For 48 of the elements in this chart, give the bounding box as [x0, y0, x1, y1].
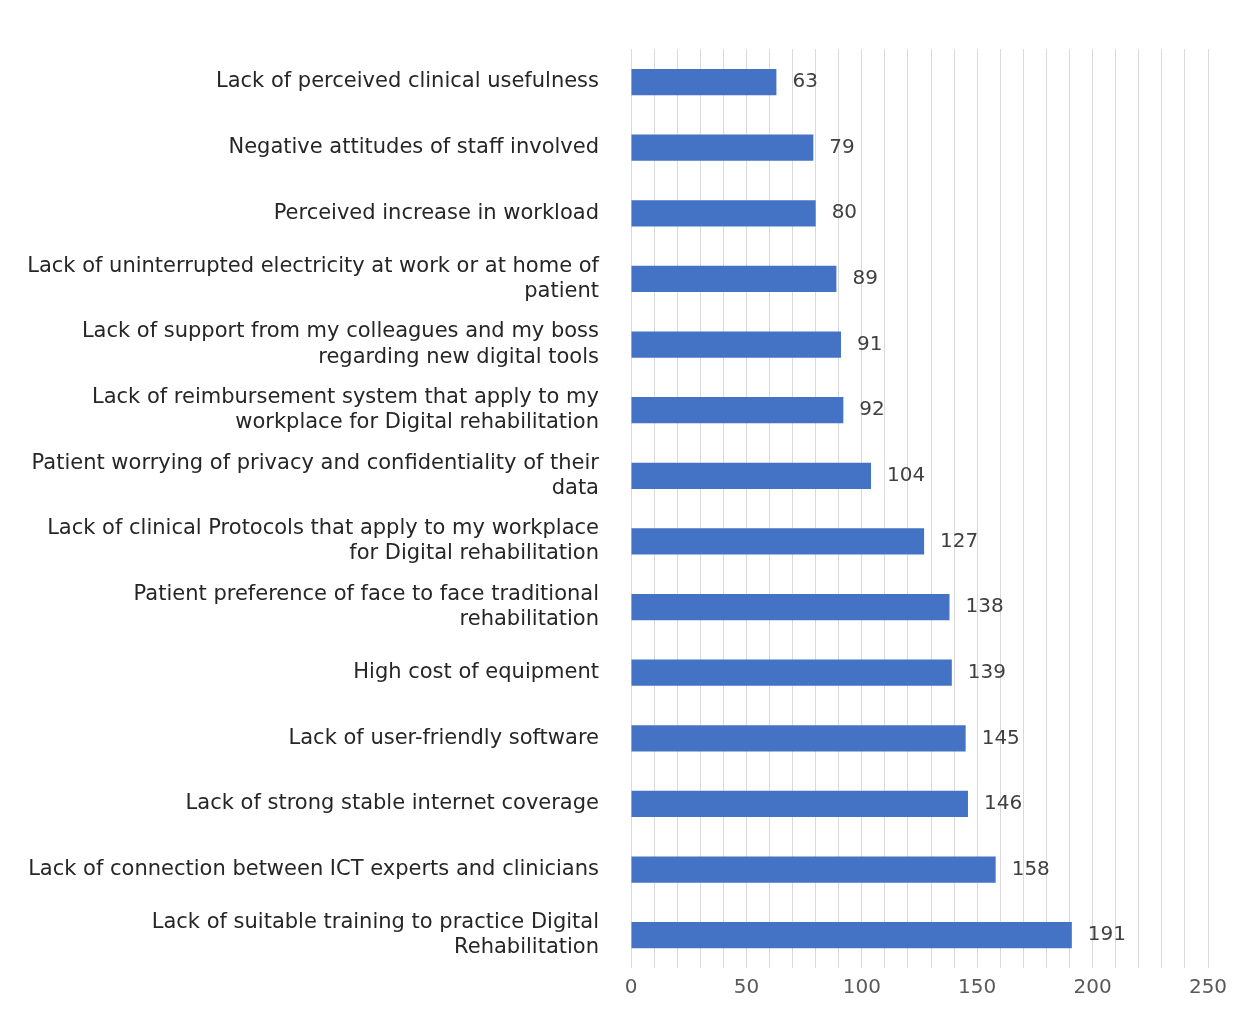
y-tick-label: Lack of suitable training to practice Digital Rehabilitation	[151, 909, 599, 959]
bar	[631, 200, 816, 227]
x-tick-label: 250	[1188, 974, 1228, 999]
bar	[631, 68, 777, 96]
x-tick-label: 100	[842, 974, 881, 999]
data-label: 145	[981, 724, 1020, 749]
data-label: 89	[852, 265, 878, 290]
y-tick-label: Lack of connection between ICT experts and clinicians	[28, 856, 599, 881]
bar	[631, 397, 844, 424]
y-tick-label: Patient preference of face to face traditional rehabilitation	[133, 580, 599, 631]
data-label: 80	[831, 199, 858, 224]
bar	[631, 134, 814, 161]
bar	[631, 659, 952, 686]
bar	[631, 856, 996, 883]
y-tick-label: Patient worrying of privacy and confidentiality of their data	[31, 449, 600, 499]
y-tick-label: Lack of strong stable internet coverage	[185, 790, 599, 815]
x-tick-label: 50	[733, 974, 760, 999]
y-tick-label: Lack of reimbursement system that apply to my workplace for Digital rehabilitation	[91, 384, 599, 434]
y-tick-label: Lack of support from my colleagues and my boss regarding new digital tools	[81, 318, 599, 368]
data-label: 104	[887, 461, 926, 486]
bar	[631, 922, 1072, 949]
data-label: 139	[967, 658, 1006, 683]
y-tick-label: Lack of perceived clinical usefulness	[215, 68, 599, 93]
bar	[631, 790, 968, 818]
x-tick-label: 200	[1073, 974, 1112, 999]
data-label: 63	[792, 68, 818, 93]
data-label: 92	[859, 396, 885, 421]
y-tick-label: Lack of user-friendly software	[288, 724, 599, 749]
data-label: 79	[829, 133, 855, 158]
data-label: 158	[1011, 855, 1050, 880]
bar	[631, 265, 837, 293]
bar	[631, 528, 925, 555]
x-tick-label: 150	[958, 974, 997, 999]
y-tick-label: Lack of clinical Protocols that apply to my workplace for Digital rehabilitation	[47, 515, 599, 565]
bar	[631, 331, 842, 358]
y-tick-label: Perceived increase in workload	[273, 199, 599, 224]
x-tick-label: 0	[624, 974, 638, 999]
data-label: 191	[1087, 921, 1127, 946]
data-label: 146	[983, 790, 1023, 815]
data-label: 138	[965, 593, 1004, 618]
y-tick-label: High cost of equipment	[353, 659, 599, 684]
bar	[631, 462, 872, 489]
bar	[631, 725, 966, 752]
bar	[631, 593, 950, 621]
y-tick-label: Negative attitudes of staff involved	[228, 134, 599, 159]
y-tick-label: Lack of uninterrupted electricity at work or at home of patient	[27, 252, 600, 302]
data-label: 91	[857, 330, 883, 355]
data-label: 127	[940, 527, 979, 552]
